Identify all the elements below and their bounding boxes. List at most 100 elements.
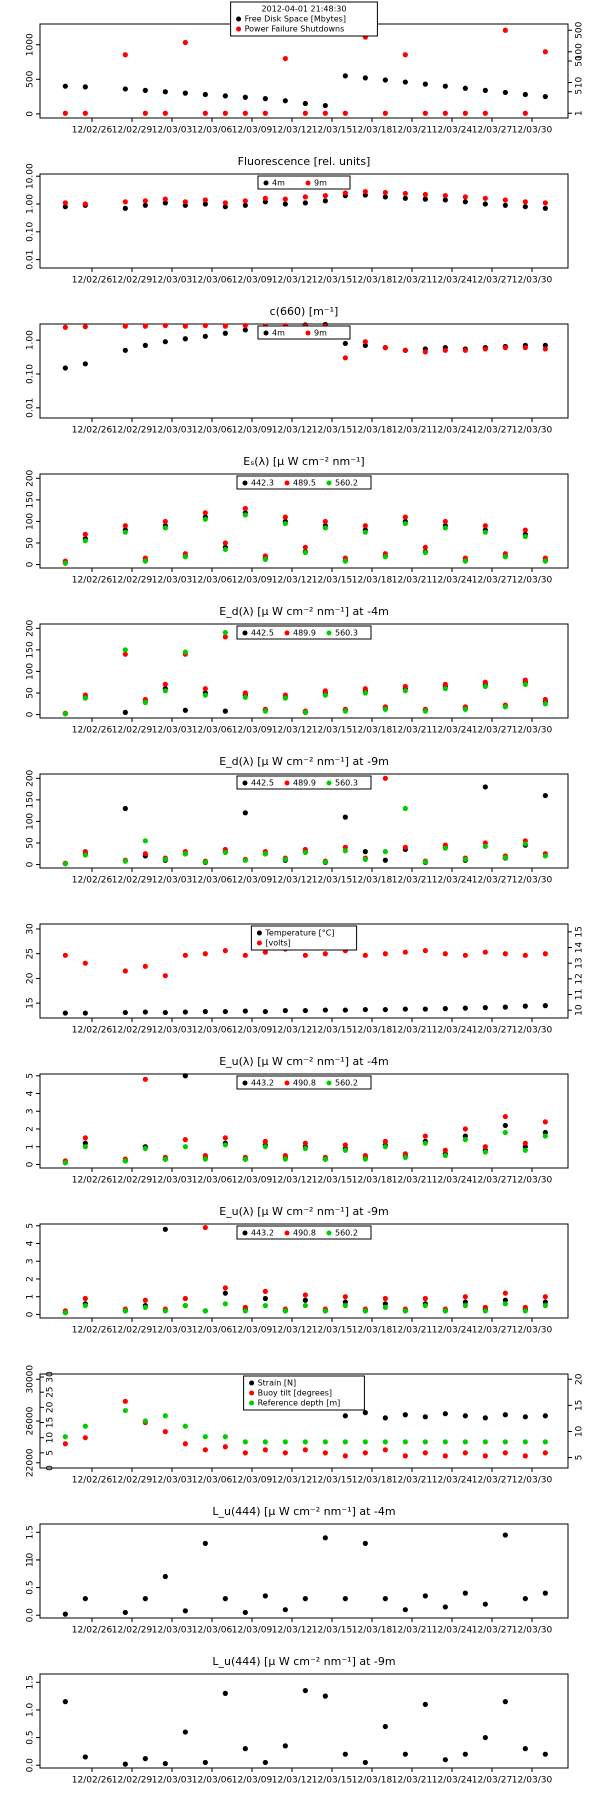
x-tick-label: 12/03/18 xyxy=(352,276,393,286)
data-point xyxy=(302,549,308,556)
legend-label: Power Failure Shutdowns xyxy=(245,25,345,34)
x-tick-label: 12/03/27 xyxy=(472,1476,512,1486)
plot-frame xyxy=(39,1073,569,1169)
data-point xyxy=(442,1152,448,1159)
x-tick-label: 12/03/21 xyxy=(392,1776,432,1786)
y-tick-label: 0.5 xyxy=(26,1730,36,1744)
data-point xyxy=(142,1596,148,1602)
data-point xyxy=(522,527,528,533)
data-point xyxy=(222,1444,228,1450)
y-tick-label: 0.01 xyxy=(26,398,36,418)
data-point xyxy=(422,1006,428,1012)
x-tick-label: 12/02/26 xyxy=(72,126,113,136)
data-point xyxy=(122,709,128,715)
data-point xyxy=(502,202,508,208)
legend-swatch xyxy=(326,480,332,486)
data-point xyxy=(442,1147,448,1153)
data-point xyxy=(222,110,228,116)
legend-swatch xyxy=(242,480,248,486)
data-point xyxy=(482,201,488,207)
data-point xyxy=(522,533,528,540)
y3-tick-label: 15 xyxy=(46,1417,56,1428)
x-tick-label: 12/03/03 xyxy=(152,276,192,286)
y-tick-label: 0 xyxy=(26,561,36,567)
data-point xyxy=(282,201,288,207)
x-tick-label: 12/03/21 xyxy=(392,276,432,286)
legend-label: 443.2 xyxy=(251,1079,274,1088)
data-point xyxy=(242,1439,248,1445)
x-tick-label: 12/03/09 xyxy=(232,726,273,736)
data-point xyxy=(502,704,508,710)
data-point xyxy=(542,1413,548,1419)
y-tick-label: 100 xyxy=(26,813,36,830)
data-point xyxy=(122,805,128,812)
data-point xyxy=(402,195,408,201)
x-tick-label: 12/03/21 xyxy=(392,1176,432,1186)
x-tick-label: 12/03/21 xyxy=(392,426,432,436)
data-point xyxy=(142,1418,148,1424)
data-point xyxy=(502,951,508,957)
data-point xyxy=(422,1295,428,1302)
data-point xyxy=(162,1226,168,1232)
data-point xyxy=(182,707,188,713)
data-point xyxy=(82,1302,88,1309)
legend-swatch xyxy=(284,480,290,486)
y-tick-label: 500 xyxy=(26,70,36,87)
legend-swatch xyxy=(263,180,269,186)
data-point xyxy=(142,1145,148,1152)
data-point xyxy=(222,323,228,329)
y-tick-label: 150 xyxy=(26,641,36,658)
x-tick-label: 12/02/29 xyxy=(112,1176,153,1186)
legend-swatch xyxy=(326,630,332,636)
x-tick-label: 12/03/12 xyxy=(272,276,312,286)
x-tick-label: 12/03/09 xyxy=(232,1326,273,1336)
data-point xyxy=(82,324,88,330)
data-point xyxy=(402,52,408,58)
data-point xyxy=(382,194,388,200)
legend-label: 560.2 xyxy=(335,1079,358,1088)
legend-swatch xyxy=(242,630,248,636)
data-point xyxy=(142,1756,148,1762)
x-tick-label: 12/03/03 xyxy=(152,876,192,886)
data-point xyxy=(302,1140,308,1146)
data-point xyxy=(542,200,548,206)
data-point xyxy=(202,692,208,698)
legend-swatch xyxy=(256,940,262,946)
data-point xyxy=(462,1413,468,1419)
data-point xyxy=(322,1450,328,1456)
data-point xyxy=(182,1608,188,1614)
x-tick-label: 12/02/29 xyxy=(112,1776,153,1786)
data-point xyxy=(482,1005,488,1011)
y2-tick-label: 5 xyxy=(575,1455,585,1461)
x-tick-label: 12/03/24 xyxy=(432,426,473,436)
data-point xyxy=(522,677,528,683)
data-point xyxy=(522,1746,528,1752)
data-point xyxy=(442,197,448,203)
data-point xyxy=(242,1450,248,1456)
data-point xyxy=(362,339,368,345)
panel-title: Fluorescence [rel. units] xyxy=(238,155,371,168)
data-point xyxy=(382,110,388,116)
data-point xyxy=(82,852,88,858)
data-point xyxy=(322,1156,328,1162)
y3-tick-label: 30 xyxy=(46,1371,56,1383)
data-point xyxy=(302,110,308,116)
data-point xyxy=(342,1294,348,1300)
data-point xyxy=(82,531,88,537)
data-point xyxy=(262,1288,268,1294)
x-tick-label: 12/03/21 xyxy=(392,1326,432,1336)
data-point xyxy=(422,1439,428,1445)
data-point xyxy=(542,558,548,564)
x-tick-label: 12/03/27 xyxy=(472,276,512,286)
data-point xyxy=(462,856,468,862)
panel-title: L_u(444) [µ W cm⁻² nm⁻¹] at -4m xyxy=(212,1505,395,1518)
y-tick-label: 0.0 xyxy=(26,1608,36,1623)
data-point xyxy=(402,1453,408,1459)
x-tick-label: 12/03/03 xyxy=(152,726,192,736)
y-tick-label: 0.01 xyxy=(26,250,36,270)
data-point xyxy=(242,505,248,512)
data-point xyxy=(62,1434,68,1440)
data-point xyxy=(502,27,508,33)
x-tick-label: 12/03/06 xyxy=(192,1476,233,1486)
data-point xyxy=(182,1423,188,1429)
